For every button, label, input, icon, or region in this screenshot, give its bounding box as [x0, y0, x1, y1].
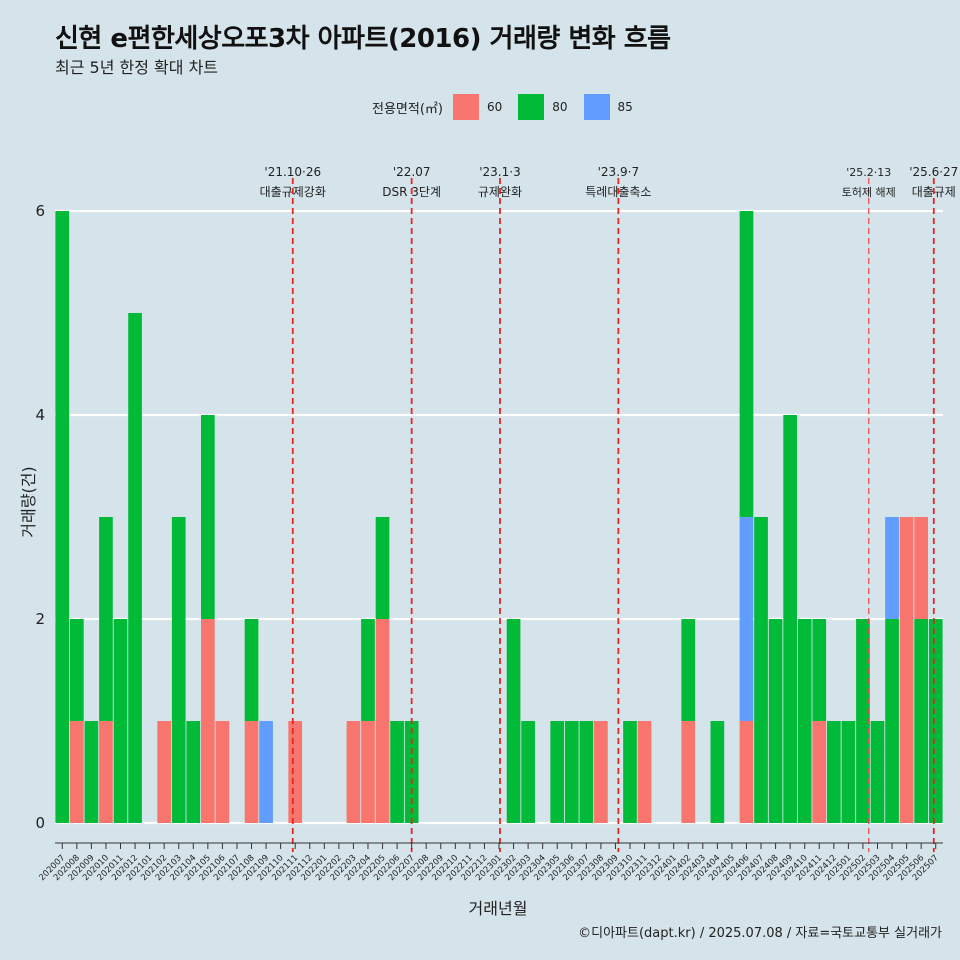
source-caption: ©디아파트(dapt.kr) / 2025.07.08 / 자료=국토교통부 실… [578, 926, 942, 941]
bar-202108-60 [244, 721, 259, 823]
event-date-label: '25.6·27 [909, 165, 958, 179]
bar-202504-80 [885, 619, 899, 823]
bar-202011-80 [113, 619, 128, 823]
bar-202105-60 [201, 619, 215, 823]
event-date-label: '23.1·3 [479, 165, 520, 179]
bar-202406-60 [739, 721, 754, 823]
event-date-label: '21.10·26 [264, 165, 321, 179]
bar-202305-80 [550, 721, 565, 823]
legend-title: 전용면적(㎡) [372, 101, 443, 117]
event-desc-label: 규제완화 [478, 185, 522, 199]
legend-label-80: 80 [552, 100, 568, 114]
legend-label-60: 60 [486, 100, 503, 114]
bar-202105-80 [201, 415, 215, 619]
bar-202109-85 [259, 721, 273, 823]
bar-202410-80 [797, 619, 812, 823]
bar-202206-80 [390, 721, 404, 823]
event-date-label: '25.2·13 [846, 166, 891, 179]
legend-swatch-80 [518, 94, 545, 120]
bars [55, 211, 943, 823]
bar-202008-60 [69, 721, 84, 823]
chart-subtitle: 최근 5년 한정 확대 차트 [55, 58, 219, 77]
bar-202205-60 [375, 619, 390, 823]
bar-202501-80 [841, 721, 856, 823]
bar-202406-85 [739, 517, 754, 721]
bar-202303-80 [521, 721, 535, 823]
y-tick-label: 2 [35, 610, 45, 628]
bar-202506-60 [914, 517, 929, 619]
bar-202402-80 [681, 619, 696, 721]
bar-202505-60 [899, 517, 914, 823]
bar-202103-80 [171, 517, 186, 823]
bar-202411-80 [812, 619, 827, 721]
event-date-label: '22.07 [393, 165, 431, 179]
legend: 전용면적(㎡) 60 80 85 [372, 93, 649, 121]
bar-202503-80 [870, 721, 885, 823]
bar-202311-60 [637, 721, 652, 823]
bar-202310-80 [623, 721, 637, 823]
bar-202108-80 [244, 619, 259, 721]
event-desc-label: DSR 3단계 [382, 185, 441, 199]
event-date-label: '23.9·7 [598, 165, 639, 179]
bar-202102-60 [157, 721, 172, 823]
bar-202010-60 [99, 721, 113, 823]
bar-202412-80 [826, 721, 841, 823]
bar-202409-80 [783, 415, 797, 823]
bar-202502-80 [856, 619, 870, 823]
bar-202307-80 [579, 721, 594, 823]
bar-202204-80 [361, 619, 375, 721]
bar-202111-60 [288, 721, 303, 823]
bar-202205-80 [375, 517, 390, 619]
bar-202008-80 [69, 619, 84, 721]
bar-202407-80 [754, 517, 768, 823]
bar-202204-60 [361, 721, 375, 823]
y-tick-label: 4 [35, 406, 45, 424]
event-desc-label: 대출규제 [912, 185, 956, 199]
bar-202012-80 [128, 313, 142, 823]
y-tick-label: 0 [35, 814, 45, 832]
bar-202010-80 [99, 517, 113, 721]
bar-202404-80 [710, 721, 725, 823]
event-desc-label: 토허제 해제 [842, 185, 896, 199]
bar-202009-80 [84, 721, 99, 823]
bar-202106-60 [215, 721, 230, 823]
legend-swatch-60 [452, 94, 479, 120]
bar-202411-60 [812, 721, 827, 823]
bar-202302-80 [506, 619, 521, 823]
bar-202306-80 [564, 721, 579, 823]
event-lines: '21.10·26 대출규제강화 '22.07 DSR 3단계 '23.1·3 규제완화 '… [260, 165, 958, 852]
event-desc-label: 대출규제강화 [260, 185, 326, 199]
y-tick-label: 6 [35, 202, 45, 220]
bar-202104-80 [186, 721, 201, 823]
bar-202504-85 [885, 517, 899, 619]
bar-202203-60 [346, 721, 361, 823]
chart-title: 신현 e편한세상오포3차 아파트(2016) 거래량 변화 흐름 [55, 24, 671, 54]
bar-202007-80 [55, 211, 70, 823]
bar-202506-80 [914, 619, 929, 823]
legend-swatch-85 [583, 94, 610, 120]
legend-label-85: 85 [617, 100, 633, 114]
y-axis-label: 거래량(건) [19, 466, 38, 537]
bar-202507-80 [928, 619, 943, 823]
bar-202406-80 [739, 211, 754, 517]
bar-202308-60 [594, 721, 608, 823]
x-axis-label: 거래년월 [469, 899, 528, 918]
event-desc-label: 특례대출축소 [585, 185, 651, 199]
bar-202408-80 [768, 619, 783, 823]
bar-202402-60 [681, 721, 696, 823]
